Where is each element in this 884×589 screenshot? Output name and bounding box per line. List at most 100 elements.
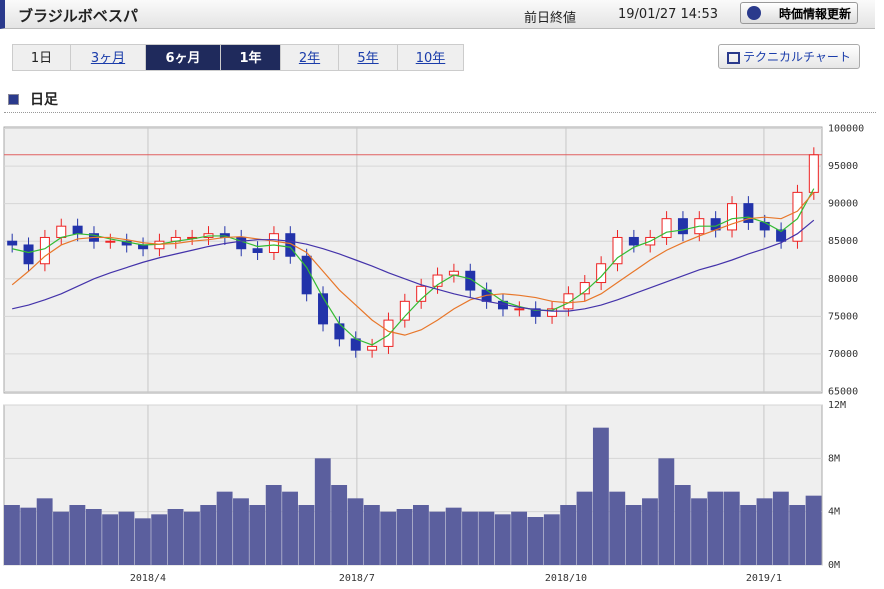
volume-bar (85, 509, 102, 565)
period-tab[interactable]: 1年 (220, 44, 281, 71)
volume-bar (625, 505, 642, 565)
volume-bar (363, 505, 380, 565)
candle-body (792, 191, 803, 242)
candle-body (105, 240, 116, 243)
candle-body (23, 244, 34, 265)
candle-body (530, 308, 541, 317)
candle-body (236, 236, 247, 250)
y-tick-label: 0M (828, 560, 840, 571)
moving-average (12, 188, 815, 346)
period-tab[interactable]: 3ヶ月 (70, 44, 146, 71)
header-bar (0, 0, 875, 29)
candle-body (383, 319, 394, 347)
volume-bar (543, 514, 560, 565)
y-tick-label: 90000 (828, 199, 858, 210)
candle-body (56, 225, 67, 238)
period-tab[interactable]: 2年 (280, 44, 339, 71)
refresh-button[interactable]: 時価情報更新 (740, 2, 858, 24)
candle-body (268, 233, 279, 253)
volume-bar (772, 491, 789, 565)
volume-bar (445, 507, 462, 565)
candle-body (7, 240, 18, 246)
volume-bar (789, 505, 806, 565)
volume-bar (200, 505, 217, 565)
volume-bar (478, 511, 495, 565)
y-tick-label: 100000 (828, 124, 864, 135)
refresh-label: 時価情報更新 (778, 7, 851, 21)
y-tick-label: 80000 (828, 274, 858, 285)
moving-average (12, 219, 815, 312)
candle-body (727, 203, 738, 231)
candle-body (628, 236, 639, 246)
y-tick-label: 65000 (828, 386, 858, 397)
x-tick-label: 2018/10 (545, 573, 587, 584)
volume-bar (282, 491, 298, 565)
candle-body (252, 248, 263, 253)
candle-body (661, 218, 672, 238)
candle-body (776, 229, 787, 242)
volume-bar (576, 491, 593, 565)
volume-bar (102, 514, 119, 565)
y-tick-label: 95000 (828, 161, 858, 172)
candle-body (432, 274, 443, 287)
volume-bar (183, 511, 200, 565)
period-tab[interactable]: 5年 (338, 44, 398, 71)
candle-body (39, 236, 50, 265)
x-tick-label: 2018/4 (130, 573, 166, 584)
volume-bar (314, 458, 331, 565)
candle-body (743, 203, 754, 223)
moving-average (11, 191, 815, 336)
volume-bar (511, 511, 528, 565)
volume-bar (674, 485, 691, 565)
candle-body (367, 345, 378, 351)
candle-body (318, 293, 329, 325)
volume-bar (609, 491, 626, 565)
volume-bar (805, 495, 822, 565)
volume-bar (380, 511, 397, 565)
volume-bar (347, 498, 364, 565)
volume-bar (740, 505, 757, 565)
candle-body (612, 236, 623, 265)
candle-body (416, 285, 427, 302)
candle-body (563, 293, 574, 310)
volume-bar (413, 505, 429, 565)
y-tick-label: 12M (828, 400, 846, 411)
candle-body (285, 233, 296, 257)
prev-close-label: 前日終値 (524, 11, 577, 26)
section-title: 日足 (30, 92, 58, 108)
technical-button[interactable]: テクニカルチャート (718, 44, 860, 69)
volume-bar (560, 505, 577, 565)
volume-bar (494, 514, 511, 565)
volume-bar (756, 498, 773, 565)
y-tick-label: 8M (828, 453, 840, 464)
volume-bar (4, 505, 20, 565)
volume-bar (691, 498, 707, 565)
plot-area (3, 126, 823, 394)
period-tab[interactable]: 10年 (397, 44, 464, 71)
volume-bar (249, 505, 266, 565)
volume-bar (36, 498, 53, 565)
candle-body (154, 240, 165, 250)
volume-bar (134, 518, 151, 565)
volume-bar (723, 491, 740, 565)
volume-bar (429, 511, 446, 565)
period-tab[interactable]: 1日 (12, 44, 71, 71)
candle-body (547, 308, 558, 317)
volume-bar (396, 509, 413, 565)
candle-body (465, 270, 476, 291)
volume-bar (20, 507, 37, 565)
candle-body (596, 263, 607, 284)
y-tick-label: 70000 (828, 349, 858, 360)
volume-bar (265, 485, 282, 565)
volume-bar (167, 509, 184, 565)
volume-bar (216, 491, 233, 565)
datetime: 19/01/27 14:53 (618, 7, 718, 22)
volume-bar (298, 505, 315, 565)
period-tab[interactable]: 6ヶ月 (145, 44, 221, 71)
volume-bar (118, 511, 135, 565)
divider (4, 112, 876, 113)
volume-bar (642, 498, 658, 565)
volume-bar (233, 498, 249, 565)
